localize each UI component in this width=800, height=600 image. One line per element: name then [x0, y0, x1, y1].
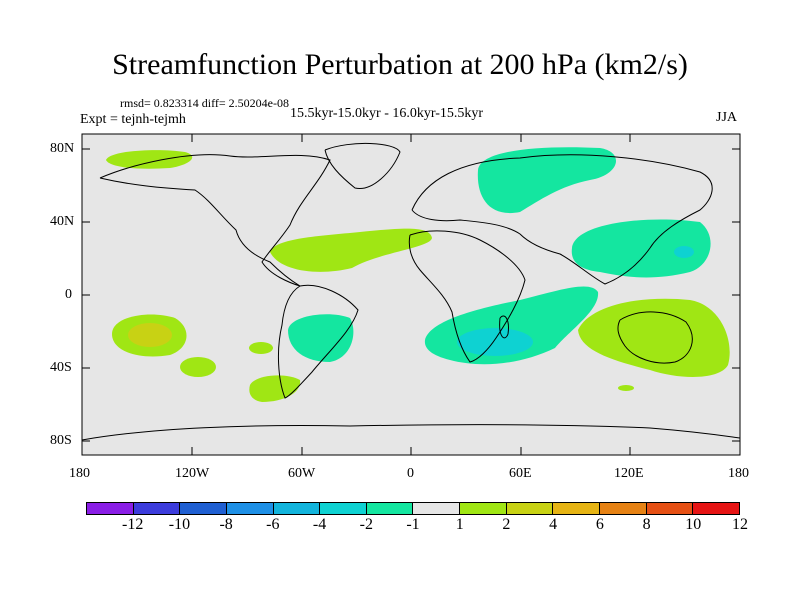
- coast-africa: [408, 230, 526, 363]
- colorbar-label: 10: [685, 516, 702, 533]
- anomaly-atlantic-band: [270, 228, 432, 272]
- experiment-label: Expt = tejnh-tejmh: [80, 112, 186, 127]
- period-label: 15.5kyr-15.0kyr - 16.0kyr-15.5kyr: [290, 106, 484, 121]
- anomaly-core-pacific: [128, 323, 172, 347]
- coast-madagascar: [499, 315, 509, 339]
- colorbar-label: -6: [266, 516, 280, 533]
- anomaly-north-pacific: [106, 150, 193, 169]
- coastlines: [81, 143, 741, 441]
- lon-label-120e: 120E: [614, 466, 644, 481]
- colorbar-label: -12: [122, 516, 144, 533]
- plot-title: Streamfunction Perturbation at 200 hPa (…: [112, 48, 688, 81]
- anomaly-south-pacific-small: [180, 357, 216, 377]
- lon-label-0: 0: [407, 466, 414, 481]
- colorbar-label: 12: [732, 516, 748, 533]
- lat-label-80n: 80N: [50, 141, 75, 156]
- coast-greenland: [324, 143, 401, 189]
- season-label: JJA: [716, 110, 738, 125]
- anomaly-drake: [249, 375, 301, 402]
- lat-label-40s: 40S: [50, 360, 72, 375]
- colorbar-label: 8: [642, 516, 651, 533]
- positive-core: [128, 323, 172, 347]
- lat-label-40n: 40N: [50, 214, 75, 229]
- map-background: [82, 134, 740, 455]
- colorbar-label: -1: [406, 516, 420, 533]
- coast-north-america: [99, 154, 331, 287]
- colorbar-swatch: [506, 503, 554, 514]
- colorbar-label: 2: [502, 516, 511, 533]
- colorbar-swatch: [553, 503, 601, 514]
- lon-label-60e: 60E: [509, 466, 532, 481]
- coast-australia: [617, 311, 693, 364]
- colorbar-swatch: [133, 503, 181, 514]
- colorbar-swatch: [226, 503, 274, 514]
- colorbar-swatch: [366, 503, 414, 514]
- lon-label-180e: 180: [728, 466, 749, 481]
- coast-antarctica: [81, 424, 741, 441]
- anomaly-western-pacific: [571, 219, 711, 278]
- colorbar-swatch: [180, 503, 227, 514]
- colorbar-swatch: [646, 503, 694, 514]
- colorbar-swatch: [600, 503, 647, 514]
- negative-core: [457, 246, 694, 356]
- lon-label-120w: 120W: [175, 466, 210, 481]
- anomaly-australia: [578, 298, 730, 377]
- lon-label-180w: 180: [69, 466, 90, 481]
- axis-ticks: [82, 134, 740, 455]
- anomaly-chile: [249, 342, 273, 354]
- colorbar-label: -4: [312, 516, 327, 533]
- colorbar-swatch: [460, 503, 507, 514]
- anomaly-south-indian-small: [618, 385, 634, 391]
- colorbar-swatch: [87, 503, 134, 514]
- colorbar-swatch: [273, 503, 321, 514]
- colorbar-swatch: [693, 503, 739, 514]
- colorbar-label: 6: [595, 516, 604, 533]
- colorbar-label: 4: [549, 516, 558, 533]
- lat-label-0: 0: [65, 287, 72, 302]
- lon-label-60w: 60W: [288, 466, 316, 481]
- anomaly-core-indian: [457, 328, 533, 356]
- lat-label-80s: 80S: [50, 433, 72, 448]
- colorbar: [86, 502, 740, 515]
- colorbar-swatch: [413, 503, 461, 514]
- anomaly-core-pacific-neg: [674, 246, 694, 258]
- coast-south-america: [277, 284, 359, 399]
- colorbar-label: -10: [168, 516, 191, 533]
- stats-text: rmsd= 0.823314 diff= 2.50204e-08: [120, 96, 289, 110]
- colorbar-label: 1: [455, 516, 464, 533]
- colorbar-label: -2: [359, 516, 373, 533]
- anomaly-south-atlantic: [288, 314, 354, 362]
- positive-anomalies: [106, 150, 730, 402]
- anomaly-siberia: [477, 147, 617, 214]
- colorbar-swatch: [320, 503, 367, 514]
- colorbar-label: -8: [219, 516, 233, 533]
- coast-eurasia: [411, 154, 713, 285]
